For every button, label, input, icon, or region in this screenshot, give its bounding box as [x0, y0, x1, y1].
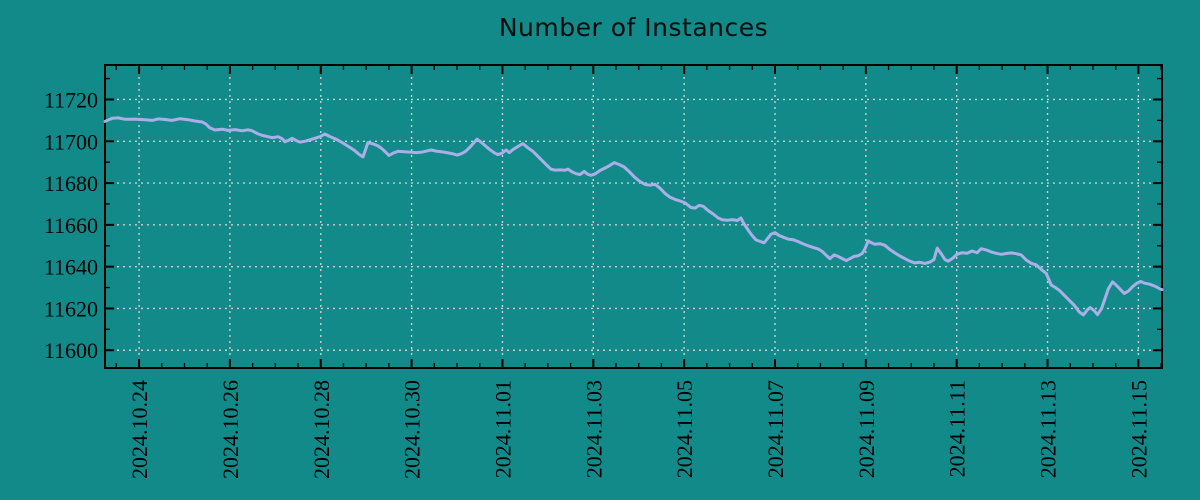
- y-tick-label: 11680: [44, 171, 98, 196]
- x-tick-label: 2024.11.11: [945, 380, 970, 477]
- x-tick-label: 2024.11.15: [1126, 380, 1151, 478]
- x-tick-label: 2024.10.28: [309, 380, 334, 479]
- x-tick-label: 2024.11.01: [490, 380, 515, 478]
- x-tick-label: 2024.10.24: [127, 380, 152, 479]
- y-tick-label: 11600: [44, 338, 98, 363]
- x-tick-label: 2024.11.13: [1036, 380, 1061, 478]
- y-tick-label: 11700: [44, 129, 98, 154]
- y-tick-label: 11720: [44, 87, 98, 112]
- x-tick-label: 2024.10.26: [218, 380, 243, 479]
- x-tick-label: 2024.11.03: [581, 380, 606, 478]
- x-tick-label: 2024.11.05: [672, 380, 697, 478]
- series-line: [103, 116, 1164, 317]
- x-tick-label: 2024.11.07: [763, 380, 788, 478]
- plot-border: [104, 64, 1163, 369]
- x-tick-label: 2024.10.30: [400, 380, 425, 479]
- y-tick-label: 11640: [44, 255, 98, 280]
- chart-title: Number of Instances: [498, 13, 769, 42]
- y-tick-label: 11620: [44, 296, 98, 321]
- y-tick-label: 11660: [44, 213, 98, 238]
- x-tick-label: 2024.11.09: [854, 380, 879, 478]
